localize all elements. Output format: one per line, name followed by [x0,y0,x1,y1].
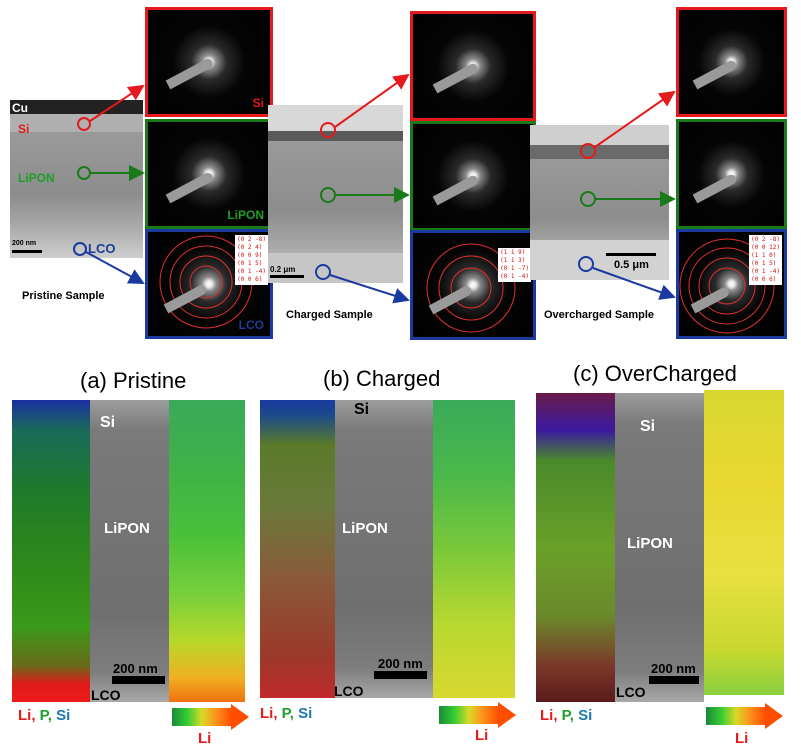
pristine-saed-lco: (0 2 -8) (0 2 4) (0 0 9) (0 1 5) (0 1 -4… [145,229,273,339]
panel-a-si-label: Si [100,414,116,431]
index-item: (0 1 -4) [500,273,529,280]
overcharged-scale-label: 0.5 μm [614,259,649,271]
pristine-lco-label: LCO [88,241,116,256]
index-item: (0 1 -7) [500,265,529,272]
legend-si: Si [56,707,71,724]
charged-saed-si [410,11,536,121]
panel-a-title: (a) Pristine [80,368,187,393]
index-item: (0 1 5) [751,260,777,267]
overcharged-scale-bar [606,253,656,256]
legend-p: P, [561,707,574,724]
index-item: (0 1 -4) [751,268,780,275]
panel-b-scale-label: 200 nm [378,656,423,671]
panel-a-scale-label: 200 nm [113,661,158,676]
panel-a-li-map [169,400,245,702]
panel-c-scale-bar [649,676,699,684]
panel-b-haadf-image [335,400,433,698]
overcharged-index-list: (0 2 -8) (0 0 12) (1 1 0) (0 1 5) (0 1 -… [749,235,782,285]
diffraction-rings [679,238,775,334]
index-item: (0 2 -8) [751,236,780,243]
panel-b-title: (b) Charged [323,366,441,391]
panel-a-scale-bar [112,676,165,684]
panel-a-lco-label: LCO [91,687,121,703]
panel-b-si-label: Si [354,401,370,418]
panel-b-li-map [433,400,515,698]
charged-scale-label: 0.2 μm [270,265,296,274]
index-item: (0 1 5) [237,260,263,267]
panel-c-title: (c) OverCharged [573,361,737,386]
li-scale-label-b: Li [475,727,489,744]
pristine-saed-si: Si [145,7,273,117]
legend-p: P, [39,707,52,724]
overcharged-saed-lco: (0 2 -8) (0 0 12) (1 1 0) (0 1 5) (0 1 -… [676,229,787,339]
li-scale-arrowhead-a [231,704,249,730]
index-item: (1 1 3) [500,257,526,264]
panel-c-lipon-label: LiPON [627,535,673,552]
panel-b-lipon-label: LiPON [342,520,388,537]
pristine-tem-image [10,100,143,258]
index-item: (0 1 -4) [237,268,266,275]
index-item: (0 0 6) [237,276,263,283]
li-scale-arrow-a [172,708,232,726]
charged-caption: Charged Sample [286,309,373,321]
index-item: (1 1 9) [500,249,526,256]
li-scale-arrow-b [439,706,499,724]
pristine-index-list: (0 2 -8) (0 2 4) (0 0 9) (0 1 5) (0 1 -4… [235,235,268,285]
overcharged-saed-lipon [676,119,787,229]
diffraction-rings [426,243,516,333]
index-item: (0 0 6) [751,276,777,283]
panel-b-eds-map [260,400,335,698]
pristine-caption: Pristine Sample [22,290,105,302]
legend-li: Li, [260,705,278,722]
pristine-si-label: Si [18,122,30,136]
saed-lco-label: LCO [238,318,264,332]
charged-scale-bar [270,275,304,278]
index-item: (0 2 4) [237,244,263,251]
legend-a: Li, P, Si [18,707,70,724]
li-scale-label-a: Li [198,730,212,747]
li-scale-arrowhead-b [498,702,516,728]
saed-lipon-label: LiPON [227,208,264,222]
panel-a-eds-map [12,400,90,702]
overcharged-caption: Overcharged Sample [544,309,655,321]
legend-b: Li, P, Si [260,705,312,722]
li-scale-label-c: Li [735,730,749,747]
li-scale-arrow-c [706,707,766,725]
panel-c-scale-label: 200 nm [651,661,696,676]
index-item: (0 0 9) [237,252,263,259]
legend-si: Si [298,705,313,722]
panel-c-haadf-image [615,393,704,702]
panel-b-lco-label: LCO [334,683,364,699]
charged-saed-lipon [410,121,536,231]
legend-si: Si [578,707,593,724]
saed-si-label: Si [252,96,264,110]
pointer-arrows [73,73,676,304]
legend-li: Li, [18,707,36,724]
li-scale-arrowhead-c [765,703,783,729]
pristine-scale-label: 200 nm [12,240,37,247]
pristine-cu-label: Cu [12,101,28,115]
index-item: (0 0 12) [751,244,780,251]
pristine-saed-lipon: LiPON [145,119,273,229]
charged-saed-lco: (1 1 9) (1 1 3) (0 1 -7) (0 1 -4) [410,230,536,340]
index-item: (1 1 0) [751,252,777,259]
overcharged-saed-si [676,7,787,117]
panel-c-lco-label: LCO [616,684,646,700]
charged-index-list: (1 1 9) (1 1 3) (0 1 -7) (0 1 -4) [498,248,531,282]
panel-a-lipon-label: LiPON [104,520,150,537]
panel-a-haadf-image [90,400,169,702]
pristine-lipon-label: LiPON [18,171,55,185]
panel-b-scale-bar [374,671,427,679]
legend-p: P, [281,705,294,722]
panel-c-li-map [704,390,784,695]
legend-c: Li, P, Si [540,707,592,724]
legend-li: Li, [540,707,558,724]
index-item: (0 2 -8) [237,236,266,243]
pristine-scale-bar [12,250,42,253]
panel-c-si-label: Si [640,418,656,435]
panel-c-eds-map [536,393,615,702]
